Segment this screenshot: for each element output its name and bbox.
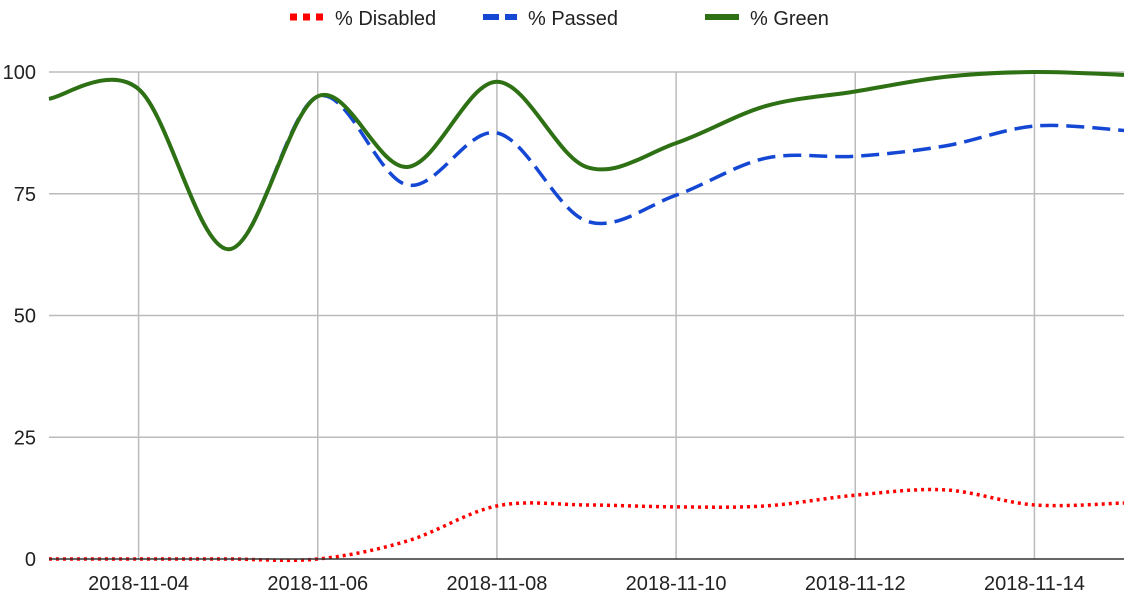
- series-line-green: [48, 69, 1124, 252]
- x-tick-label: 2018-11-14: [984, 573, 1085, 595]
- legend-label: % Passed: [528, 8, 618, 30]
- legend-label: % Disabled: [335, 8, 436, 30]
- legend-label: % Green: [750, 8, 829, 30]
- y-tick-label: 100: [3, 62, 36, 84]
- series-lines: [48, 69, 1124, 563]
- grid: [49, 71, 1124, 559]
- y-tick-label: 75: [14, 184, 36, 206]
- axes: 0 25 50 75 100 2018-11-04 2018-11-06 2018-11-08…: [3, 62, 1124, 595]
- series-line-disabled: [48, 487, 1124, 563]
- y-tick-label: 50: [14, 306, 36, 328]
- x-tick-label: 2018-11-12: [805, 573, 906, 595]
- y-tick-label: 25: [14, 427, 36, 449]
- x-tick-label: 2018-11-08: [447, 573, 548, 595]
- x-tick-label: 2018-11-04: [88, 573, 189, 595]
- series-line-passed: [48, 77, 1124, 252]
- x-tick-label: 2018-11-06: [267, 573, 368, 595]
- legend: % Disabled % Passed % Green: [290, 8, 829, 30]
- x-tick-label: 2018-11-10: [626, 573, 727, 595]
- y-tick-label: 0: [25, 549, 36, 571]
